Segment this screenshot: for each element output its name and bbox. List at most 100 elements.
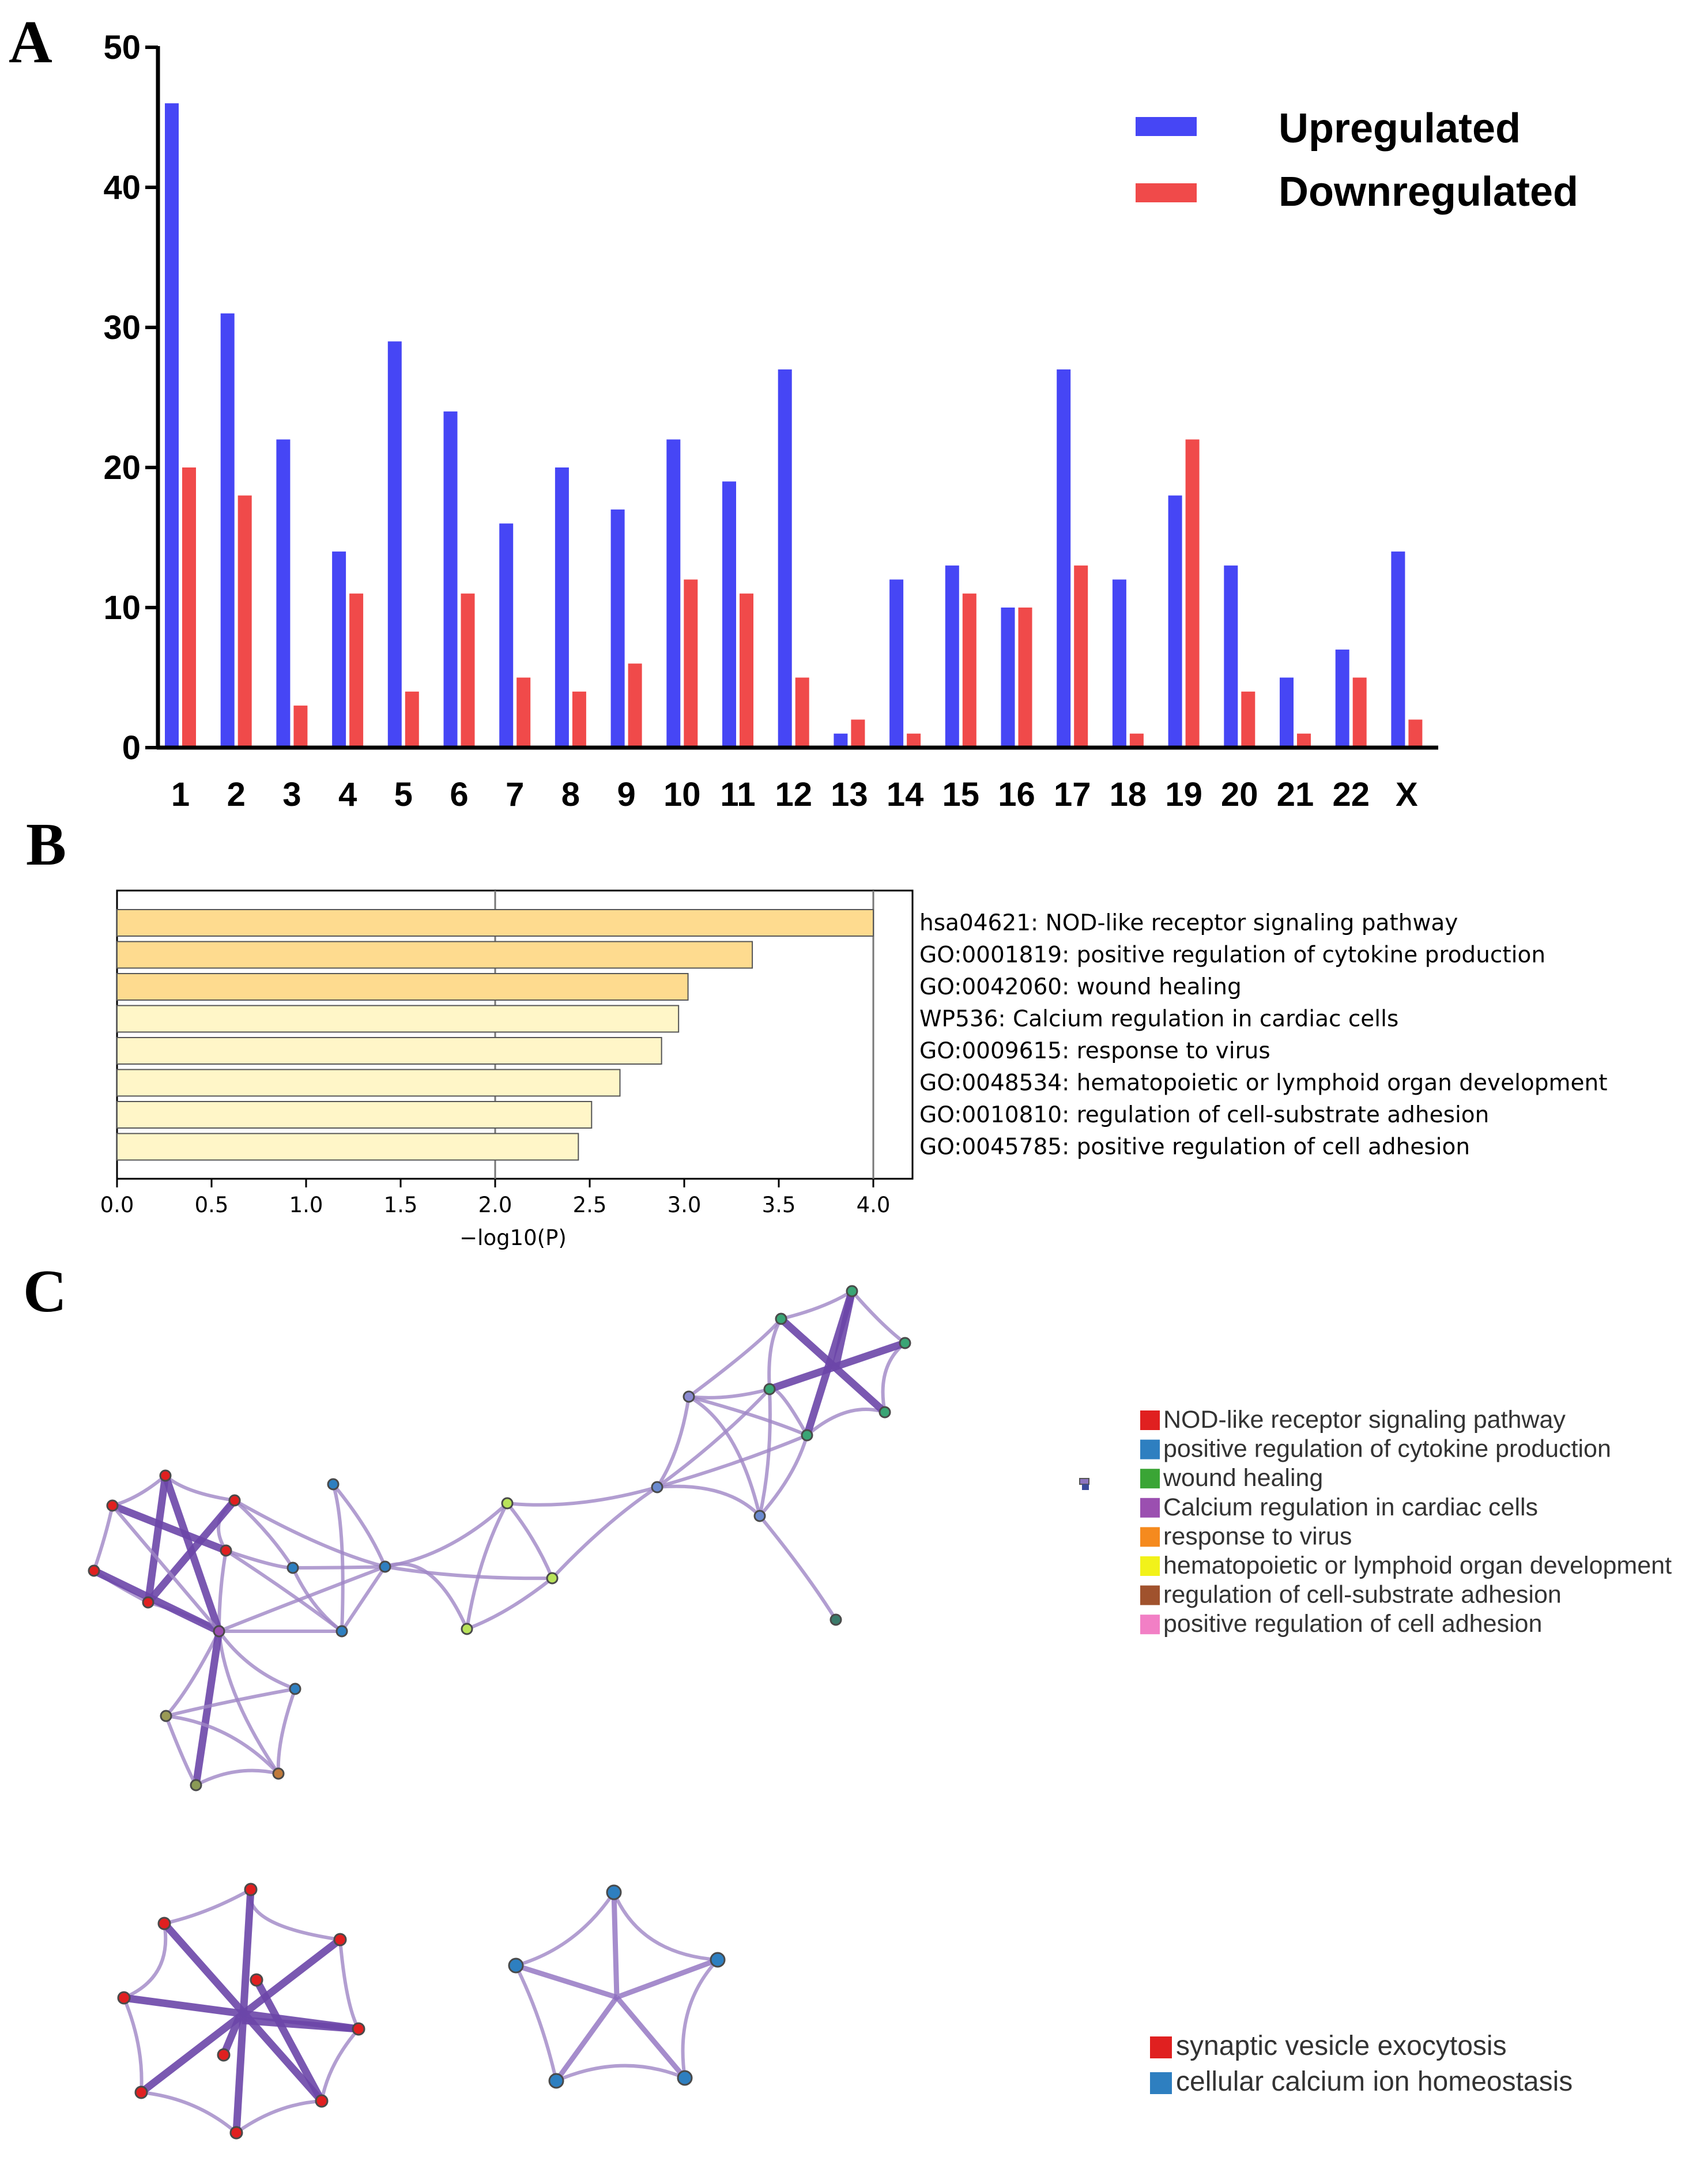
- bar-upregulated-chr8: [555, 467, 569, 748]
- bar-downregulated-chr20: [1241, 691, 1255, 748]
- network-legend-2: synaptic vesicle exocytosis cellular calc…: [1150, 2031, 1573, 2097]
- x-tick-label: 3.0: [668, 1193, 702, 1217]
- network-legend: NOD-like receptor signaling pathwayposit…: [1140, 1406, 1672, 1638]
- bar-upregulated-chr20: [1224, 565, 1238, 748]
- bar-upregulated-chr4: [332, 551, 346, 748]
- network-node: [548, 2073, 564, 2089]
- enrichment-term-label: GO:0045785: positive regulation of cell …: [919, 1134, 1470, 1160]
- legend-swatch: [1150, 2036, 1172, 2058]
- network-node-isolated: [1082, 1484, 1089, 1490]
- x-tick-label: 14: [887, 776, 924, 813]
- bar-downregulated-chr11: [740, 593, 753, 748]
- network-node: [244, 1883, 258, 1896]
- enrichment-term-label: GO:0001819: positive regulation of cytok…: [919, 942, 1545, 968]
- bar-upregulated-chr14: [889, 579, 904, 748]
- legend: Upregulated Downregulated: [1136, 105, 1578, 215]
- network-node: [501, 1497, 514, 1510]
- network-synaptic-nodes: [117, 1883, 365, 2140]
- network-calcium-nodes: [508, 1884, 726, 2089]
- x-tick-label: 15: [942, 776, 980, 813]
- network-node: [830, 1613, 842, 1626]
- enrichment-bar: [116, 1005, 680, 1033]
- network-node: [683, 1390, 695, 1403]
- network-node: [651, 1481, 663, 1493]
- legend-label: synaptic vesicle exocytosis: [1176, 2031, 1507, 2061]
- network-node: [157, 1917, 171, 1930]
- bar-upregulated-chr2: [220, 313, 235, 748]
- network-node-isolated: [1079, 1478, 1089, 1485]
- network-node: [775, 1312, 787, 1325]
- legend-label: positive regulation of cytokine producti…: [1163, 1435, 1611, 1463]
- x-tick-label: 1: [171, 776, 190, 813]
- enrichment-bar: [116, 941, 753, 969]
- legend-label: cellular calcium ion homeostasis: [1176, 2066, 1573, 2097]
- x-tick-label: 1.5: [384, 1193, 418, 1217]
- bar-downregulated-chr14: [907, 733, 921, 748]
- x-tick-label: 22: [1332, 776, 1370, 813]
- bar-downregulated-chr10: [684, 579, 698, 748]
- bar-upregulated-chr18: [1112, 579, 1126, 748]
- enrichment-term-label: hsa04621: NOD-like receptor signaling pa…: [919, 910, 1458, 936]
- plot-frame: [116, 889, 914, 1180]
- y-tick-label: 40: [103, 169, 141, 206]
- x-tick-label: 3.5: [762, 1193, 796, 1217]
- network-node: [315, 2094, 329, 2108]
- bar-upregulated-chr3: [276, 439, 291, 748]
- x-tick-label: 19: [1165, 776, 1202, 813]
- bar-downregulated-chr6: [461, 593, 475, 748]
- bar-downregulated-chr16: [1018, 608, 1032, 748]
- bar-downregulated-chrX: [1408, 719, 1423, 748]
- network-node: [461, 1623, 473, 1635]
- network-node: [878, 1406, 891, 1419]
- network-synaptic-cluster: [122, 1888, 360, 2134]
- x-tick-label: 4.0: [857, 1193, 891, 1217]
- x-tick-label: 16: [998, 776, 1035, 813]
- panel-b-label: B: [26, 810, 66, 878]
- bar-downregulated-chr21: [1297, 733, 1311, 748]
- network-node: [229, 2126, 243, 2140]
- x-tick-label: 18: [1110, 776, 1147, 813]
- network-nodes: [88, 1285, 1089, 1791]
- enrichment-bar: [116, 1101, 593, 1129]
- x-tick-label: 6: [450, 776, 468, 813]
- bar-downregulated-chr4: [349, 593, 364, 748]
- x-tick-label: 5: [394, 776, 413, 813]
- bar-upregulated-chr22: [1335, 649, 1349, 748]
- network-node: [190, 1779, 202, 1791]
- x-tick-label: 10: [663, 776, 701, 813]
- network-node: [801, 1429, 813, 1442]
- legend-label: positive regulation of cell adhesion: [1163, 1610, 1542, 1638]
- x-tick-label: 7: [506, 776, 524, 813]
- bar-upregulated-chr15: [945, 565, 959, 748]
- x-tick-label: 0.5: [195, 1193, 229, 1217]
- x-tick-label: 20: [1221, 776, 1258, 813]
- network-node: [289, 1683, 301, 1695]
- network-node: [508, 1957, 524, 1974]
- network-node: [846, 1285, 858, 1298]
- legend-label: wound healing: [1163, 1464, 1323, 1492]
- network-node: [763, 1383, 776, 1395]
- y-tick-label: 0: [122, 729, 141, 767]
- network-node: [327, 1478, 340, 1491]
- bar-upregulated-chr12: [778, 369, 792, 748]
- legend-label: NOD-like receptor signaling pathway: [1163, 1406, 1566, 1434]
- enrichment-term-label: WP536: Calcium regulation in cardiac cel…: [919, 1006, 1398, 1032]
- x-tick-label: 12: [775, 776, 812, 813]
- legend-swatch-upregulated: [1136, 117, 1197, 136]
- network-node: [220, 1544, 232, 1557]
- legend-label: hematopoietic or lymphoid organ developm…: [1163, 1552, 1672, 1579]
- x-tick-label: 9: [617, 776, 635, 813]
- bar-upregulated-chr5: [387, 341, 402, 748]
- legend-swatch: [1140, 1498, 1160, 1518]
- bar-downregulated-chr3: [293, 706, 308, 748]
- network-node: [546, 1572, 559, 1585]
- legend-swatch-downregulated: [1136, 183, 1197, 202]
- x-tick-label: 2.5: [573, 1193, 607, 1217]
- bar-upregulated-chr19: [1168, 495, 1182, 748]
- x-tick-label: 0.0: [100, 1193, 134, 1217]
- panel-b-enrichment-chart: hsa04621: NOD-like receptor signaling pa…: [100, 889, 1608, 1250]
- legend-swatch: [1140, 1615, 1160, 1635]
- network-node: [134, 2085, 148, 2099]
